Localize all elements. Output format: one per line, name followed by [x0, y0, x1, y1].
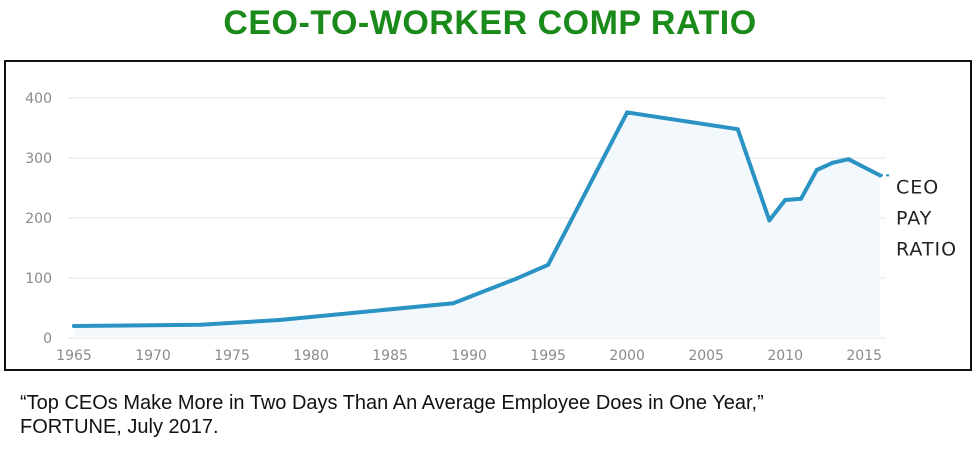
y-axis-tick-labels: 0 100 200 300 400 [25, 91, 52, 347]
x-tick-2010: 2010 [767, 348, 803, 364]
data-point-2009 [767, 218, 772, 223]
x-tick-1970: 1970 [135, 348, 171, 364]
data-point-2000 [625, 110, 630, 115]
x-tick-2005: 2005 [688, 348, 724, 364]
data-point-2013 [830, 160, 835, 165]
y-tick-300: 300 [25, 151, 52, 167]
data-point-2007 [735, 127, 740, 132]
data-point-1989 [451, 301, 456, 306]
data-points [72, 110, 882, 328]
series-label-line-3: RATIO [896, 238, 957, 260]
series-label: CEO PAY RATIO [896, 176, 957, 260]
x-tick-2015: 2015 [846, 348, 882, 364]
chart-title: CEO-TO-WORKER COMP RATIO [223, 4, 757, 42]
y-tick-100: 100 [25, 271, 52, 287]
data-point-2010 [783, 198, 788, 202]
data-point-2016 [878, 173, 882, 178]
data-point-1973 [198, 322, 203, 327]
series-label-line-2: PAY [896, 207, 932, 229]
y-tick-200: 200 [25, 211, 52, 227]
area-fill [74, 112, 880, 339]
x-tick-1995: 1995 [530, 348, 566, 364]
data-point-1978 [277, 318, 282, 322]
x-tick-1985: 1985 [372, 348, 408, 364]
source-caption: “Top CEOs Make More in Two Days Than An … [20, 391, 960, 439]
data-point-2011 [798, 196, 803, 201]
caption-line-1: “Top CEOs Make More in Two Days Than An … [20, 392, 764, 414]
data-point-1993 [514, 276, 519, 281]
x-tick-1980: 1980 [293, 348, 329, 364]
caption-line-2: FORTUNE, July 2017. [20, 416, 219, 438]
y-tick-400: 400 [25, 91, 52, 107]
x-tick-1990: 1990 [451, 348, 487, 364]
series-label-line-1: CEO [896, 176, 939, 198]
data-point-2012 [814, 168, 819, 172]
chart-frame: 0 100 200 300 400 1965 1970 1975 1980 1985 1990 19… [4, 60, 972, 371]
y-tick-0: 0 [43, 331, 52, 347]
x-tick-1975: 1975 [214, 348, 250, 364]
x-tick-1965: 1965 [56, 348, 92, 364]
x-axis-tick-labels: 1965 1970 1975 1980 1985 1990 1995 2000 2005 2010… [56, 348, 882, 364]
data-point-1965 [72, 324, 76, 328]
x-tick-2000: 2000 [609, 348, 645, 364]
data-point-2014 [846, 157, 851, 162]
data-point-1995 [546, 262, 551, 267]
